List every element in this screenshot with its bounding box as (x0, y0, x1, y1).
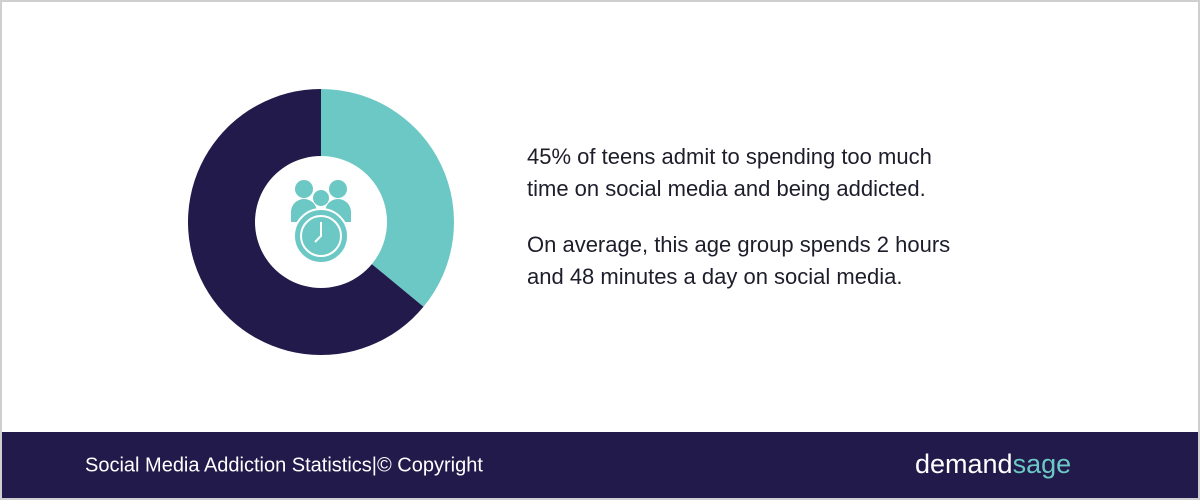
paragraph-line: and 48 minutes a day on social media. (527, 264, 902, 289)
icon-clock-face (300, 215, 342, 257)
icon-head (295, 180, 313, 198)
logo: demandsage (915, 449, 1071, 479)
icon-head (313, 190, 329, 206)
paragraph-line: time on social media and being addicted. (527, 176, 926, 201)
icon-clock-hands (314, 222, 322, 243)
donut-segment (187, 89, 424, 355)
logo-part: demand (915, 449, 1013, 479)
paragraph-line: 45% of teens admit to spending too much (527, 144, 932, 169)
donut-segment (321, 89, 454, 307)
paragraph-line: On average, this age group spends 2 hour… (527, 232, 950, 257)
footer-caption: Social Media Addiction Statistics|© Copy… (85, 454, 483, 476)
logo-part: sage (1013, 449, 1072, 479)
icon (291, 180, 351, 264)
icon-head (329, 180, 347, 198)
donut-chart (187, 89, 454, 355)
footer-band (2, 432, 1198, 498)
